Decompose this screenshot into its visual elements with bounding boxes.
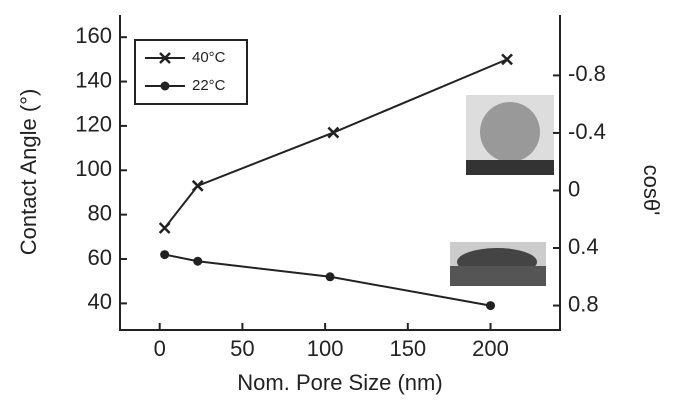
x-tick-label: 200 xyxy=(472,336,509,361)
y2-tick-label: 0.8 xyxy=(568,291,599,316)
legend-label: 22°C xyxy=(192,77,226,94)
y-tick-label: 40 xyxy=(88,289,112,314)
x-tick-label: 150 xyxy=(389,336,426,361)
y2-tick-label: 0.4 xyxy=(568,234,599,259)
x-tick-label: 0 xyxy=(154,336,166,361)
x-axis-label: Nom. Pore Size (nm) xyxy=(237,370,442,395)
marker xyxy=(193,256,203,266)
substrate-high xyxy=(466,160,554,175)
series-line xyxy=(164,253,491,307)
y-tick-label: 80 xyxy=(88,200,112,225)
marker xyxy=(191,179,204,192)
marker xyxy=(501,53,513,66)
series-line xyxy=(163,58,508,229)
legend-marker xyxy=(160,81,170,91)
y-tick-label: 140 xyxy=(75,67,112,92)
inset-images xyxy=(450,95,554,286)
legend-label: 40°C xyxy=(192,49,226,66)
y-tick-label: 120 xyxy=(75,112,112,137)
substrate-low xyxy=(450,266,546,286)
y2-tick-label: 0 xyxy=(568,176,580,201)
axes xyxy=(119,15,561,331)
marker xyxy=(158,222,171,234)
y-axis-label: Contact Angle (°) xyxy=(16,89,41,256)
legend-box xyxy=(134,39,248,105)
legend-marker xyxy=(159,52,171,64)
marker xyxy=(325,272,335,282)
y2-axis-label: cosθ' xyxy=(639,165,664,216)
marker xyxy=(486,301,496,311)
y-tick-label: 100 xyxy=(75,156,112,181)
x-tick-label: 50 xyxy=(230,336,254,361)
y-tick-label: 60 xyxy=(88,245,112,270)
marker xyxy=(327,126,340,139)
y2-tick-label: -0.8 xyxy=(568,61,606,86)
droplet-high xyxy=(480,102,540,162)
y2-tick-label: -0.4 xyxy=(568,119,606,144)
marker xyxy=(160,250,170,260)
y-tick-label: 160 xyxy=(75,23,112,48)
x-tick-label: 100 xyxy=(307,336,344,361)
